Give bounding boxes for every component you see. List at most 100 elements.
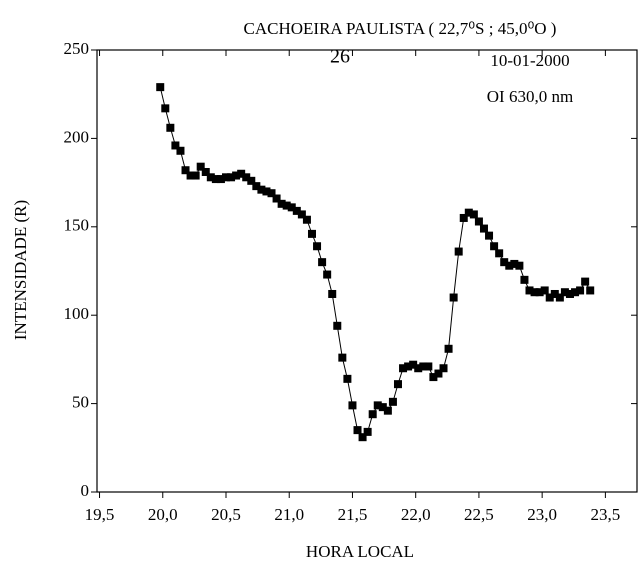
data-point [348, 401, 357, 410]
y-tick-label: 0 [81, 481, 90, 500]
x-tick-label: 22,5 [464, 505, 494, 524]
data-point [464, 208, 473, 217]
x-tick-label: 23,0 [527, 505, 557, 524]
data-point [444, 344, 453, 353]
data-point [181, 166, 190, 175]
data-point [257, 185, 266, 194]
data-point [469, 210, 478, 219]
data-point [206, 173, 215, 182]
data-point [323, 270, 332, 279]
data-point [333, 321, 342, 330]
x-tick-label: 19,5 [85, 505, 115, 524]
x-tick-label: 22,0 [401, 505, 431, 524]
data-point [555, 293, 564, 302]
data-point [571, 288, 580, 297]
data-point [156, 83, 165, 92]
data-point [565, 289, 574, 298]
y-tick-label: 50 [72, 393, 89, 412]
data-point [191, 171, 200, 180]
data-point [520, 275, 529, 284]
data-point [201, 167, 210, 176]
plot-frame [96, 49, 638, 493]
series-line [159, 87, 591, 438]
annotation: 10-01-2000 [490, 51, 569, 70]
data-point [424, 362, 433, 371]
data-point [490, 242, 499, 251]
x-tick-label: 20,0 [148, 505, 178, 524]
data-point [232, 171, 241, 180]
data-point [363, 427, 372, 436]
data-point [287, 203, 296, 212]
data-point [409, 360, 418, 369]
data-point [161, 104, 170, 113]
data-point [479, 224, 488, 233]
data-point [252, 182, 261, 191]
data-point [166, 123, 175, 132]
data-point [368, 410, 377, 419]
data-point [358, 433, 367, 442]
y-axis-label: INTENSIDADE (R) [11, 200, 30, 340]
data-point [267, 189, 276, 198]
data-point [545, 293, 554, 302]
x-axis-label: HORA LOCAL [306, 542, 414, 561]
data-point [221, 173, 230, 182]
y-tick-label: 100 [64, 304, 90, 323]
data-point [459, 213, 468, 222]
data-point [419, 362, 428, 371]
data-point [247, 176, 256, 185]
data-point [307, 229, 316, 238]
data-point [454, 247, 463, 256]
data-point [383, 406, 392, 415]
data-point [237, 169, 246, 178]
data-point [176, 146, 185, 155]
data-point [586, 286, 595, 295]
data-point [500, 258, 509, 267]
data-point [388, 397, 397, 406]
data-point [196, 162, 205, 171]
y-tick-label: 200 [64, 127, 90, 146]
data-point [373, 401, 382, 410]
data-point [186, 171, 195, 180]
data-point [449, 293, 458, 302]
data-point [414, 364, 423, 373]
data-point [560, 288, 569, 297]
data-point [227, 173, 236, 182]
data-point [393, 380, 402, 389]
data-point [297, 210, 306, 219]
data-point [277, 199, 286, 208]
data-point [328, 289, 337, 298]
data-point [505, 261, 514, 270]
data-point [535, 288, 544, 297]
data-point [495, 249, 504, 258]
data-point [439, 364, 448, 373]
data-point [485, 231, 494, 240]
data-point [216, 175, 225, 184]
data-point [262, 187, 271, 196]
data-point [211, 175, 220, 184]
data-point [272, 194, 281, 203]
data-point [313, 242, 322, 251]
data-point [343, 374, 352, 383]
annotation: OI 630,0 nm [487, 87, 573, 106]
x-tick-label: 23,5 [591, 505, 621, 524]
data-point [525, 286, 534, 295]
data-point [292, 206, 301, 215]
y-tick-label: 150 [64, 216, 90, 235]
data-point [530, 288, 539, 297]
x-tick-label: 20,5 [211, 505, 241, 524]
data-point [510, 259, 519, 268]
data-point [171, 141, 180, 150]
data-point [282, 201, 291, 210]
page-number: 26 [330, 46, 350, 68]
data-point [404, 362, 413, 371]
data-point [399, 364, 408, 373]
x-tick-label: 21,0 [274, 505, 304, 524]
data-point [581, 277, 590, 286]
data-point [515, 261, 524, 270]
data-point [434, 369, 443, 378]
data-point [540, 286, 549, 295]
data-point [318, 258, 327, 267]
data-point [242, 173, 251, 182]
data-point [353, 426, 362, 435]
